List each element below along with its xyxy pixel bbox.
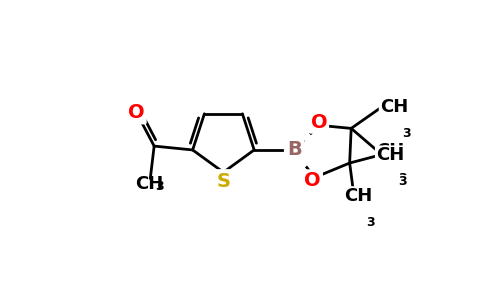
- Text: CH: CH: [376, 142, 404, 160]
- Text: O: O: [304, 171, 321, 190]
- Text: CH: CH: [379, 98, 408, 116]
- Text: O: O: [128, 103, 145, 122]
- Text: CH: CH: [377, 146, 405, 164]
- Text: B: B: [287, 140, 302, 159]
- Text: 3: 3: [155, 180, 164, 194]
- Text: CH: CH: [136, 175, 164, 193]
- Text: 3: 3: [399, 176, 407, 188]
- Text: CH: CH: [344, 187, 373, 205]
- Text: 3: 3: [366, 216, 375, 229]
- Text: O: O: [311, 113, 327, 132]
- Text: 3: 3: [402, 127, 410, 140]
- Text: 3: 3: [398, 172, 407, 184]
- Text: S: S: [216, 172, 230, 191]
